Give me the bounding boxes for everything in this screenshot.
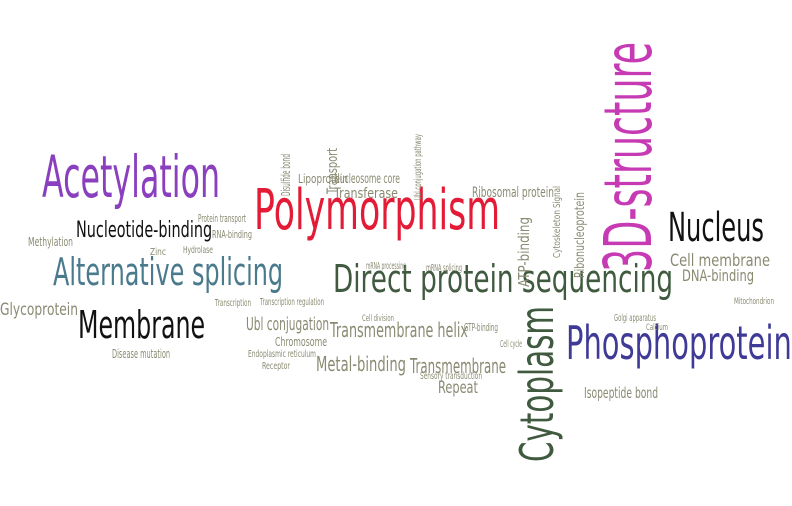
word-repeat: Repeat (438, 378, 478, 398)
word-gtp-binding: GTP-binding (464, 321, 498, 334)
word-cell-cycle: Cell cycle (500, 339, 522, 350)
word-3d-structure: 3D-structure (590, 41, 667, 273)
word-ubl-conjugation-pathway: Ubl conjugation pathway (413, 134, 424, 200)
word-polymorphism: Polymorphism (254, 178, 501, 243)
word-cell-division: Cell division (362, 314, 394, 324)
word-disease-mutation: Disease mutation (112, 347, 171, 361)
word-glycoprotein: Glycoprotein (0, 300, 78, 320)
word-transmembrane: Transmembrane (410, 354, 507, 378)
word-receptor: Receptor (262, 361, 291, 372)
word-transmembrane-helix: Transmembrane helix (330, 318, 468, 342)
word-nucleus: Nucleus (668, 205, 764, 251)
word-chromosome: Chromosome (275, 335, 328, 349)
word-methylation: Methylation (28, 235, 73, 249)
word-transcription-regulation: Transcription regulation (260, 297, 324, 308)
word-phosphoprotein: Phosphoprotein (566, 316, 792, 370)
word-cell-membrane: Cell membrane (670, 251, 770, 271)
word-metal-binding: Metal-binding (316, 352, 406, 376)
word-isopeptide-bond: Isopeptide bond (584, 384, 659, 402)
word-rna-binding: RNA-binding (212, 228, 252, 241)
word-nucleotide-binding: Nucleotide-binding (76, 218, 213, 243)
word-zinc: Zinc (150, 247, 166, 258)
word-acetylation: Acetylation (42, 143, 221, 211)
word-dna-binding: DNA-binding (682, 266, 755, 285)
word-ribosomal-protein: Ribosomal protein (472, 185, 554, 201)
word-transferase: Transferase (334, 186, 398, 202)
word-membrane: Membrane (78, 303, 206, 347)
word-ribonucleoprotein: Ribonucleoprotein (573, 192, 588, 278)
word-ubl-conjugation: Ubl conjugation (246, 314, 330, 335)
word-disulfide-bond: Disulfide bond (279, 153, 293, 196)
word-sensory-transduction: Sensory transduction (420, 371, 483, 382)
word-transport: Transport (325, 148, 341, 194)
word-mitochondrion: Mitochondrion (734, 297, 774, 307)
word-alternative-splicing: Alternative splicing (53, 250, 284, 294)
word-atp-binding: ATP-binding (515, 216, 533, 287)
word-calcium: Calcium (646, 323, 668, 333)
word-nucleosome-core: Nucleosome core (334, 172, 400, 187)
word-hydrolase: Hydrolase (183, 245, 213, 256)
word-protein-transport: Protein transport (198, 212, 247, 225)
word-lipoprotein: Lipoprotein (298, 172, 348, 186)
word-direct-protein-sequencing: Direct protein sequencing (333, 257, 674, 301)
word-cytoskeleton: Cytoskeleton (552, 209, 563, 258)
word-transcription: Transcription (215, 298, 252, 309)
word-mrna-splicing: mRNA splicing (426, 263, 462, 274)
word-mrna-processing: mRNA processing (366, 261, 406, 272)
word-signal: Signal (552, 186, 563, 208)
word-cytoplasm: Cytoplasm (510, 306, 564, 462)
word-endoplasmic-reticulum: Endoplasmic reticulum (248, 349, 316, 360)
word-golgi-apparatus: Golgi apparatus (614, 313, 657, 324)
